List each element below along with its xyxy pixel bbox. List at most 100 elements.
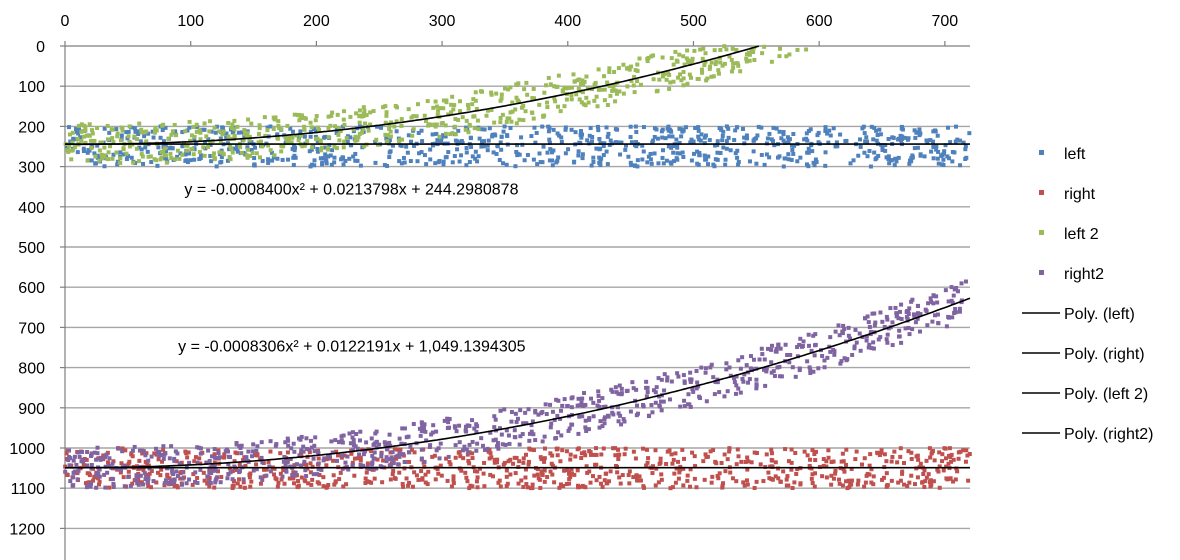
point-left-2 (614, 91, 619, 96)
point-right (727, 446, 732, 451)
point-left-2 (211, 154, 216, 159)
point-left-2 (319, 145, 324, 150)
point-left (872, 150, 877, 155)
point-left-2 (316, 125, 321, 130)
point-right (478, 466, 483, 471)
point-right2 (910, 327, 915, 332)
point-left-2 (681, 83, 686, 88)
point-left-2 (594, 94, 599, 99)
point-right (769, 447, 774, 452)
point-left (126, 129, 131, 134)
point-right (278, 471, 283, 476)
point-right2 (615, 405, 620, 410)
point-left-2 (569, 85, 574, 90)
point-right (481, 471, 486, 476)
point-left (541, 144, 546, 149)
point-left (375, 124, 380, 129)
point-right2 (169, 444, 174, 449)
point-left (934, 147, 939, 152)
point-left (385, 163, 390, 168)
point-left-2 (425, 99, 430, 104)
point-right2 (400, 426, 405, 431)
point-right2 (659, 399, 664, 404)
point-left (802, 137, 807, 142)
point-left-2 (546, 75, 551, 80)
point-left (167, 146, 172, 151)
point-left-2 (81, 129, 86, 134)
point-left (399, 143, 404, 148)
point-right2 (159, 452, 164, 457)
point-right (184, 451, 189, 456)
point-left (838, 132, 843, 137)
point-right2 (868, 329, 873, 334)
point-left (715, 143, 720, 148)
point-right2 (198, 451, 203, 456)
point-left (225, 141, 230, 146)
point-right (464, 475, 469, 480)
point-left-2 (288, 141, 293, 146)
point-left-2 (297, 118, 302, 123)
point-right2 (799, 344, 804, 349)
point-left-2 (489, 107, 494, 112)
point-right (922, 468, 927, 473)
x-tick-label-400: 400 (554, 13, 581, 30)
point-right (633, 456, 638, 461)
point-right (840, 483, 845, 488)
point-left (292, 148, 297, 153)
point-left-2 (729, 58, 734, 63)
point-right (129, 451, 134, 456)
point-left-2 (544, 83, 549, 88)
point-right (247, 475, 252, 480)
point-right2 (630, 380, 635, 385)
point-right2 (254, 448, 259, 453)
point-right2 (526, 407, 531, 412)
point-right (146, 483, 151, 488)
point-left (81, 146, 86, 151)
point-right (678, 467, 683, 472)
point-left-2 (682, 62, 687, 67)
point-right (884, 471, 889, 476)
point-left (456, 128, 461, 133)
point-right (141, 468, 146, 473)
point-right (616, 452, 621, 457)
point-left (146, 131, 151, 136)
point-right2 (177, 461, 182, 466)
point-left-2 (736, 63, 741, 68)
point-left-2 (276, 123, 281, 128)
point-right (159, 467, 164, 472)
point-right (672, 471, 677, 476)
point-left (874, 138, 879, 143)
point-left-2 (84, 133, 89, 138)
point-right (856, 478, 861, 483)
point-right2 (447, 417, 452, 422)
point-left (693, 125, 698, 130)
point-right2 (445, 416, 450, 421)
point-right (296, 479, 301, 484)
point-right (243, 463, 248, 468)
point-right2 (372, 456, 377, 461)
point-right2 (634, 413, 639, 418)
point-left (315, 139, 320, 144)
point-left-2 (183, 143, 188, 148)
point-right2 (488, 430, 493, 435)
point-left (791, 151, 796, 156)
point-right2 (195, 480, 200, 485)
point-left (119, 133, 124, 138)
point-left-2 (428, 122, 433, 127)
point-right2 (907, 306, 912, 311)
point-right (634, 477, 639, 482)
point-right2 (869, 346, 874, 351)
point-right2 (285, 436, 290, 441)
point-left (490, 134, 495, 139)
point-left (912, 128, 917, 133)
point-right2 (280, 474, 285, 479)
point-left-2 (690, 56, 695, 61)
point-left-2 (134, 146, 139, 151)
point-right (139, 480, 144, 485)
point-left-2 (217, 129, 222, 134)
point-left-2 (246, 117, 251, 122)
point-right2 (156, 453, 161, 458)
point-left (163, 156, 168, 161)
point-left-2 (607, 84, 612, 89)
point-left (721, 145, 726, 150)
